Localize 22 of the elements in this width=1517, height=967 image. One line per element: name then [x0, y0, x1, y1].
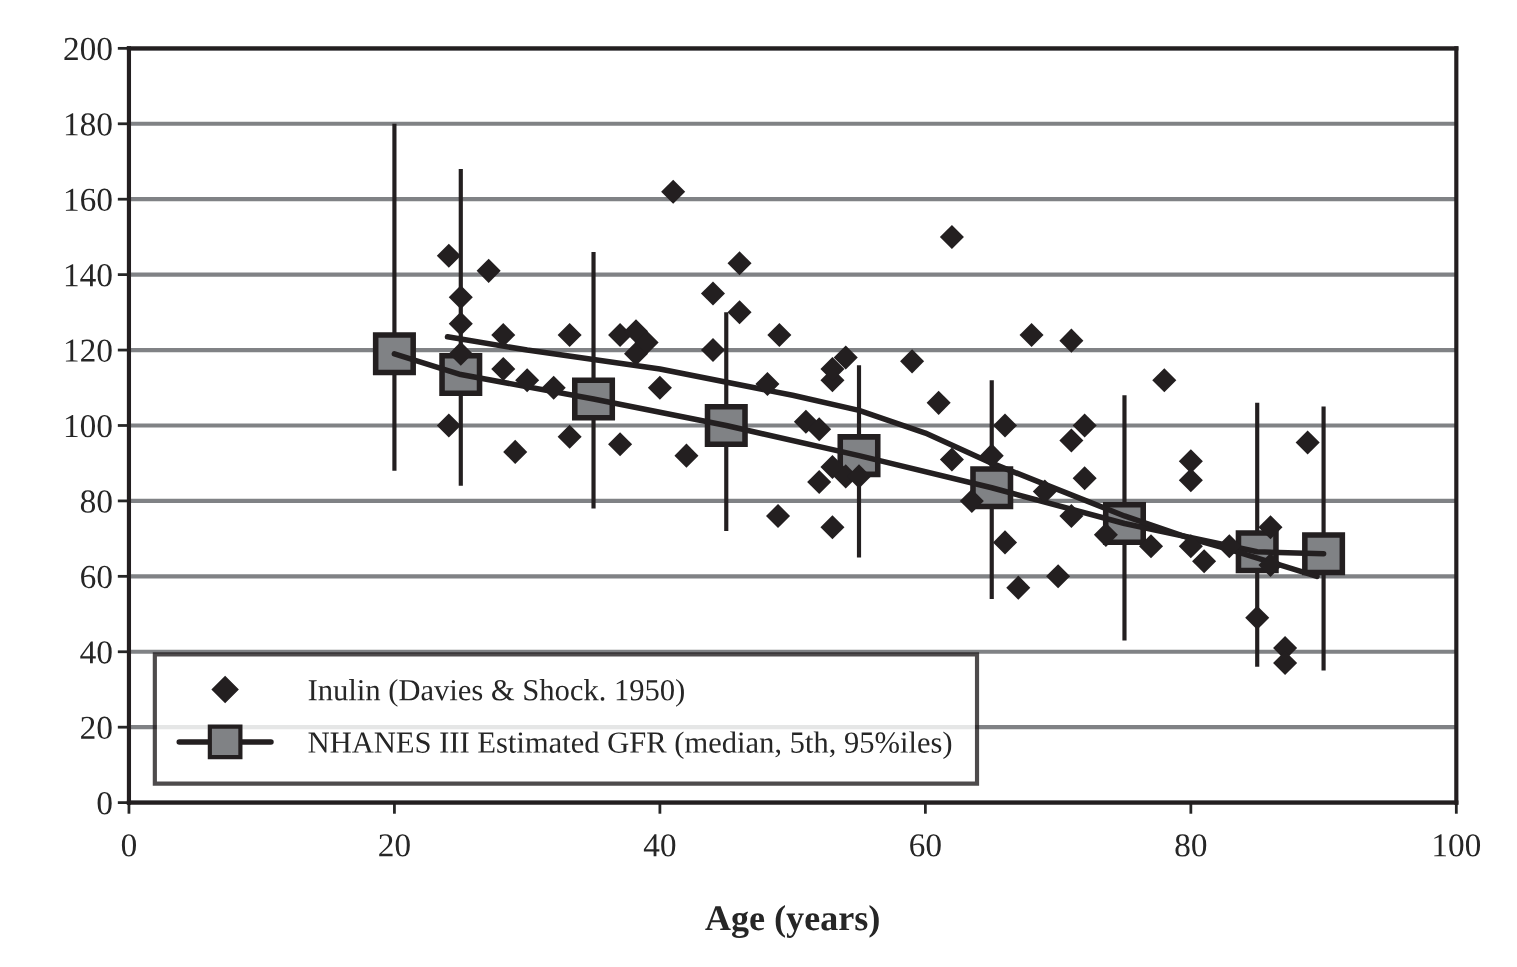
x-tick-label: 20 [379, 834, 410, 857]
point [1302, 532, 1346, 576]
y-tick-label: 0 [97, 792, 112, 815]
x-tick-label: 40 [643, 834, 676, 857]
point [372, 332, 416, 376]
y-tick-label: 180 [65, 113, 112, 136]
x-tick-label: 80 [1175, 834, 1207, 857]
y-tick-label: 60 [81, 565, 112, 589]
y-tick-label: 100 [65, 414, 112, 438]
legend-label: NHANES III Estimated GFR (median, 5th, 95%iles) [308, 731, 952, 760]
x-tick-label: 100 [1434, 834, 1481, 857]
x-tick-label: 0 [121, 834, 137, 857]
x-axis-title: Age (years) [705, 905, 879, 939]
y-tick-label: 80 [80, 490, 112, 513]
y-tick-label: 160 [65, 188, 112, 212]
y-tick-label: 40 [80, 641, 112, 664]
x-tick-label: 60 [910, 834, 941, 857]
legend-label: Inulin (Davies & Shock. 1950) [308, 679, 684, 707]
y-tick-label: 200 [64, 37, 112, 61]
y-tick-label: 140 [65, 264, 112, 287]
y-tick-label: 20 [81, 716, 112, 740]
y-tick-label: 120 [65, 339, 112, 362]
